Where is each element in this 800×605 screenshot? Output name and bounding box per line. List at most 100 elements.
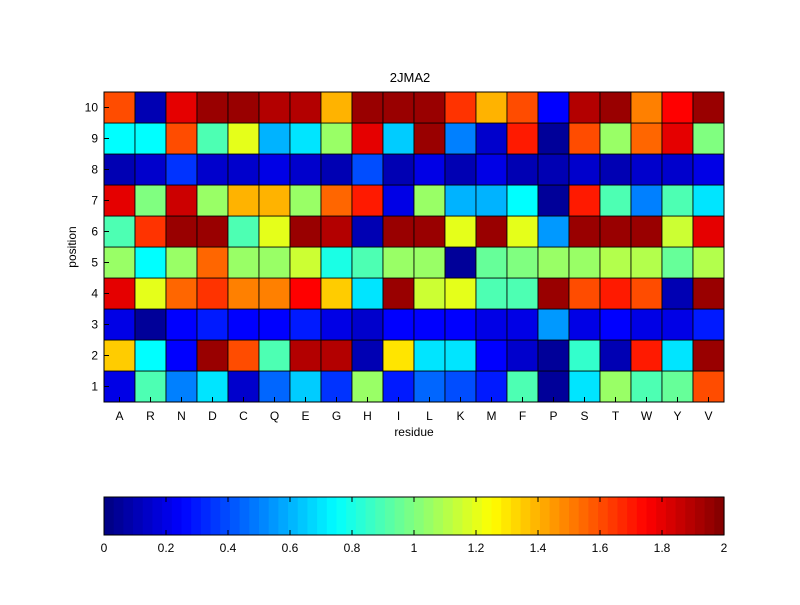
x-tick-label: M [487,409,497,423]
y-tick-label: 7 [91,194,98,208]
heatmap-cell [227,122,260,155]
heatmap-cell [382,246,415,279]
heatmap-cell [692,370,725,403]
heatmap-cell [103,215,136,248]
colorbar-band [588,497,599,535]
heatmap-cell [506,122,539,155]
colorbar-band [617,497,628,535]
colorbar-tick-label: 0 [101,541,108,555]
heatmap-cell [165,122,198,155]
heatmap-cell [351,122,384,155]
x-tick-label: Q [270,409,279,423]
colorbar-band [704,497,715,535]
colorbar-band [317,497,328,535]
heatmap-cell [599,339,632,372]
heatmap-cell [289,153,322,186]
heatmap-cell [196,308,229,341]
heatmap-cell [568,308,601,341]
colorbar-band [607,497,619,535]
heatmap-cell [568,246,601,279]
heatmap-cell [630,308,663,341]
heatmap-cell [351,246,384,279]
heatmap-cell [258,215,291,248]
x-tick-label: C [239,409,248,423]
heatmap-cell [630,184,663,217]
colorbar-band [675,497,686,535]
heatmap-cell [475,308,508,341]
x-tick-label: N [177,409,186,423]
colorbar-band [646,497,657,535]
heatmap-cell [475,153,508,186]
heatmap-cell [444,277,477,310]
heatmap-cell [382,215,415,248]
colorbar-ticks: 0 0.2 0.4 0.6 0.8 1 1.2 1.4 1.6 1.8 2 [101,497,728,555]
colorbar-band [520,497,531,535]
heatmap-cell [258,339,291,372]
heatmap-cell [599,215,632,248]
colorbar-band [288,497,299,535]
x-tick-label: K [456,409,464,423]
x-tick-label: S [580,409,588,423]
colorbar-band [491,497,502,535]
heatmap-cell [320,122,353,155]
heatmap-cell [475,122,508,155]
heatmap-cell [444,308,477,341]
heatmap-cell [537,122,570,155]
colorbar-band [452,497,464,535]
heatmap-cell [289,184,322,217]
heatmap-cell [103,277,136,310]
heatmap-cell [568,91,601,124]
heatmap-cell [444,246,477,279]
heatmap-cell [165,215,198,248]
heatmap-cell [661,339,694,372]
colorbar-band [559,497,570,535]
heatmap-cell [382,91,415,124]
colorbar-band [278,497,289,535]
heatmap-cell [320,184,353,217]
colorbar-band [210,497,221,535]
heatmap-cell [568,153,601,186]
heatmap-cell [351,153,384,186]
colorbar-band [104,497,115,535]
heatmap-cell [382,370,415,403]
heatmap-cell [661,308,694,341]
heatmap-cell [289,91,322,124]
colorbar-band [636,497,648,535]
colorbar-band [394,497,405,535]
heatmap-cell [165,308,198,341]
colorbar-band [481,497,493,535]
heatmap-cell [134,184,167,217]
heatmap-cell [537,215,570,248]
heatmap-cell [227,308,260,341]
colorbar-band [355,497,367,535]
heatmap-cell [258,277,291,310]
heatmap-cell [475,246,508,279]
colorbar-band [133,497,144,535]
heatmap-cell [475,184,508,217]
colorbar-band [656,497,667,535]
heatmap-cell [413,91,446,124]
heatmap-cell [351,215,384,248]
colorbar-band [714,497,725,535]
heatmap-cell [258,91,291,124]
heatmap-cell [692,184,725,217]
heatmap-cell [475,339,508,372]
colorbar-band [123,497,134,535]
heatmap-cell [568,370,601,403]
heatmap-cell [320,339,353,372]
heatmap-cell [444,215,477,248]
heatmap-cell [599,153,632,186]
heatmap-cell [165,246,198,279]
heatmap-cell [320,91,353,124]
heatmap-cell [258,153,291,186]
heatmap-cell [289,308,322,341]
heatmap-cell [630,215,663,248]
heatmap-cell [537,91,570,124]
heatmap-cell [196,246,229,279]
colorbar-band [229,497,241,535]
heatmap-cell [258,370,291,403]
y-tick-label: 4 [91,287,98,301]
heatmap-cell [599,122,632,155]
heatmap-cell [537,184,570,217]
